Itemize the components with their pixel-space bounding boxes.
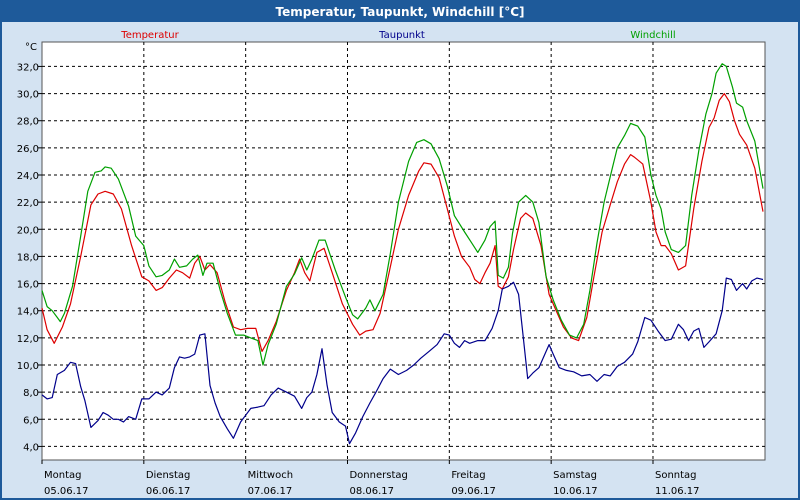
y-tick-label: 26,0 xyxy=(17,144,39,155)
x-tick-day-label: Donnerstag xyxy=(349,470,407,481)
y-tick-labels: 4,0 6,0 8,0 10,0 12,0 14,0 16,0 18,0 20,0 22,0 24,… xyxy=(17,62,39,453)
y-tick-label: 12,0 xyxy=(17,334,39,345)
y-tick-label: 28,0 xyxy=(17,117,39,128)
series-lines xyxy=(41,63,764,445)
legend-item-windchill: Windchill xyxy=(630,30,675,41)
y-tick-label: 22,0 xyxy=(17,198,39,209)
x-tick-day-label: Dienstag xyxy=(146,470,191,481)
y-tick-label: 30,0 xyxy=(17,90,39,101)
x-tick-date-label: 09.06.17 xyxy=(451,486,496,497)
legend-item-taupunkt: Taupunkt xyxy=(378,30,425,41)
x-tick-day-label: Mittwoch xyxy=(248,470,293,481)
plot-area xyxy=(41,41,766,461)
y-tick-label: 18,0 xyxy=(17,252,39,263)
y-tick-label: 4,0 xyxy=(23,442,39,453)
y-tick-label: 6,0 xyxy=(23,415,39,426)
series-line-taupunkt xyxy=(41,277,764,445)
series-line-temperatur xyxy=(41,93,764,352)
x-tick-date-label: 11.06.17 xyxy=(655,486,700,497)
series-line-windchill xyxy=(41,63,764,366)
y-tick-label: 32,0 xyxy=(17,62,39,73)
y-tick-label: 24,0 xyxy=(17,171,39,182)
legend: Temperatur Taupunkt Windchill xyxy=(120,30,675,41)
x-tick-day-label: Montag xyxy=(44,470,81,481)
x-tick-date-label: 06.06.17 xyxy=(146,486,191,497)
legend-item-temperatur: Temperatur xyxy=(120,30,179,41)
y-tick-label: 14,0 xyxy=(17,307,39,318)
x-tick-labels: Montag 05.06.17 Dienstag 06.06.17 Mittwoch 07… xyxy=(44,470,700,497)
x-tick-date-label: 05.06.17 xyxy=(44,486,89,497)
window-title: Temperatur, Taupunkt, Windchill [°C] xyxy=(2,2,798,22)
x-tick-day-label: Freitag xyxy=(451,470,485,481)
x-tick-day-label: Sonntag xyxy=(655,470,697,481)
y-axis-unit: °C xyxy=(25,42,37,53)
x-tick-date-label: 08.06.17 xyxy=(349,486,394,497)
grid-lines xyxy=(38,42,765,464)
y-tick-label: 20,0 xyxy=(17,225,39,236)
y-tick-label: 10,0 xyxy=(17,361,39,372)
y-tick-label: 16,0 xyxy=(17,280,39,291)
y-tick-label: 8,0 xyxy=(23,388,39,399)
x-tick-day-label: Samstag xyxy=(553,470,597,481)
x-tick-date-label: 10.06.17 xyxy=(553,486,598,497)
x-tick-date-label: 07.06.17 xyxy=(248,486,293,497)
